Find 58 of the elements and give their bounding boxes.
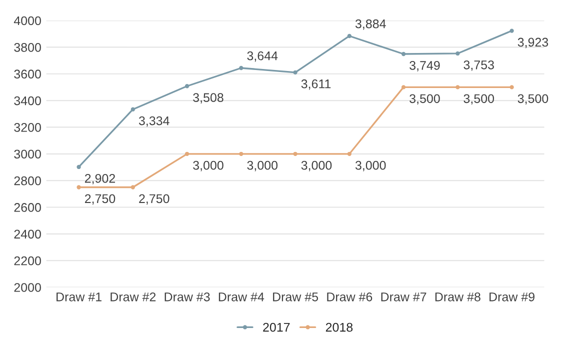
point	[293, 152, 298, 156]
y-tick-label: 3200	[14, 123, 41, 132]
x-tick-label: Draw #3	[164, 292, 210, 302]
data-label: 3,500	[410, 94, 440, 105]
y-tick-label: 3600	[14, 70, 41, 79]
data-label: 3,884	[355, 19, 386, 30]
x-tick-label: Draw #2	[110, 292, 156, 302]
point	[130, 107, 135, 112]
point	[456, 85, 460, 90]
data-label: 3,508	[193, 93, 224, 104]
y-tick-label: 2000	[14, 283, 41, 292]
x-tick-label: Draw #4	[218, 292, 264, 302]
x-tick-label: Draw #5	[273, 292, 318, 302]
x-tick-label: Draw #9	[490, 292, 534, 302]
data-label: 3,000	[193, 160, 224, 172]
point	[76, 164, 81, 170]
x-tick-label: Draw #6	[327, 292, 372, 302]
y-tick-label: 2600	[14, 203, 41, 212]
data-label: 3,749	[410, 61, 440, 72]
point	[239, 66, 244, 70]
legend-label: 2017	[263, 322, 290, 332]
y-tick-label: 4000	[14, 16, 41, 26]
x-tick-label: Draw #8	[435, 292, 480, 302]
point	[401, 85, 406, 90]
x-tick-label: Draw #1	[56, 292, 102, 302]
y-tick-label: 2400	[14, 230, 41, 239]
x-tick-label: Draw #7	[381, 292, 426, 302]
point	[76, 185, 81, 190]
data-label: 3,611	[301, 79, 331, 90]
point	[347, 152, 352, 156]
data-label: 3,000	[247, 160, 278, 172]
data-label: 3,500	[518, 94, 548, 105]
data-label: 3,334	[138, 116, 170, 127]
point	[456, 51, 460, 56]
data-label: 2,902	[84, 174, 116, 184]
point	[347, 34, 352, 38]
point	[239, 152, 244, 156]
data-label: 3,000	[355, 160, 386, 172]
data-label: 3,753	[464, 60, 494, 71]
y-tick-label: 2200	[14, 256, 41, 266]
y-tick-label: 3400	[14, 96, 41, 106]
point	[510, 85, 514, 90]
data-label: 2,750	[84, 194, 116, 205]
point	[184, 152, 190, 156]
point	[184, 84, 190, 88]
y-tick-label: 3000	[14, 150, 41, 159]
point	[510, 28, 514, 33]
point	[130, 185, 135, 190]
y-tick-label: 3800	[14, 42, 41, 52]
point	[401, 52, 406, 56]
data-label: 3,644	[247, 51, 278, 62]
point	[293, 70, 298, 74]
data-label: 3,500	[464, 94, 494, 105]
y-tick-label: 2800	[14, 176, 41, 186]
data-label: 3,000	[301, 160, 332, 172]
data-label: 3,923	[518, 38, 548, 48]
data-label: 2,750	[139, 194, 170, 205]
legend-label: 2018	[326, 322, 353, 332]
